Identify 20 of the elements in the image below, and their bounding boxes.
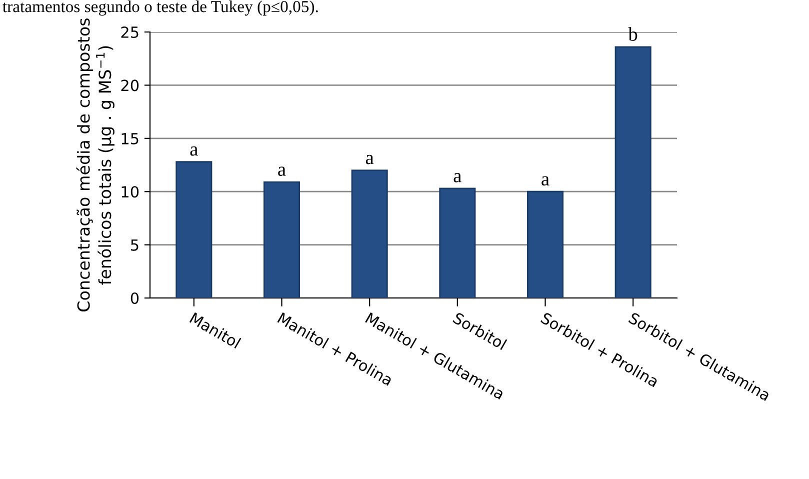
text: tratamentos segundo o teste de Tukey (p≤0,05).: [2, 0, 318, 16]
bar: [176, 161, 212, 298]
y-axis-title: Concentração média de compostos fenólicos totais (µg . g MS$^{−1}$): [76, 18, 114, 312]
y-tick-label: 5: [131, 239, 138, 251]
y-tick-label: 20: [121, 80, 139, 92]
annotation: a: [190, 146, 198, 156]
y-tick-label: 15: [122, 133, 138, 144]
bar: [526, 190, 564, 298]
y-tick-label: 0: [130, 292, 139, 304]
bar: [263, 181, 300, 298]
annotation: b: [628, 27, 638, 41]
annotation: a: [278, 166, 286, 176]
bar: [614, 46, 652, 298]
annotation: a: [454, 173, 462, 182]
bar: [439, 188, 476, 298]
annotation: a: [366, 154, 374, 164]
y-tick-label: 10: [122, 186, 139, 198]
annotation: a: [542, 176, 550, 186]
y-tick-label: 25: [121, 26, 138, 38]
bar: [351, 170, 388, 298]
